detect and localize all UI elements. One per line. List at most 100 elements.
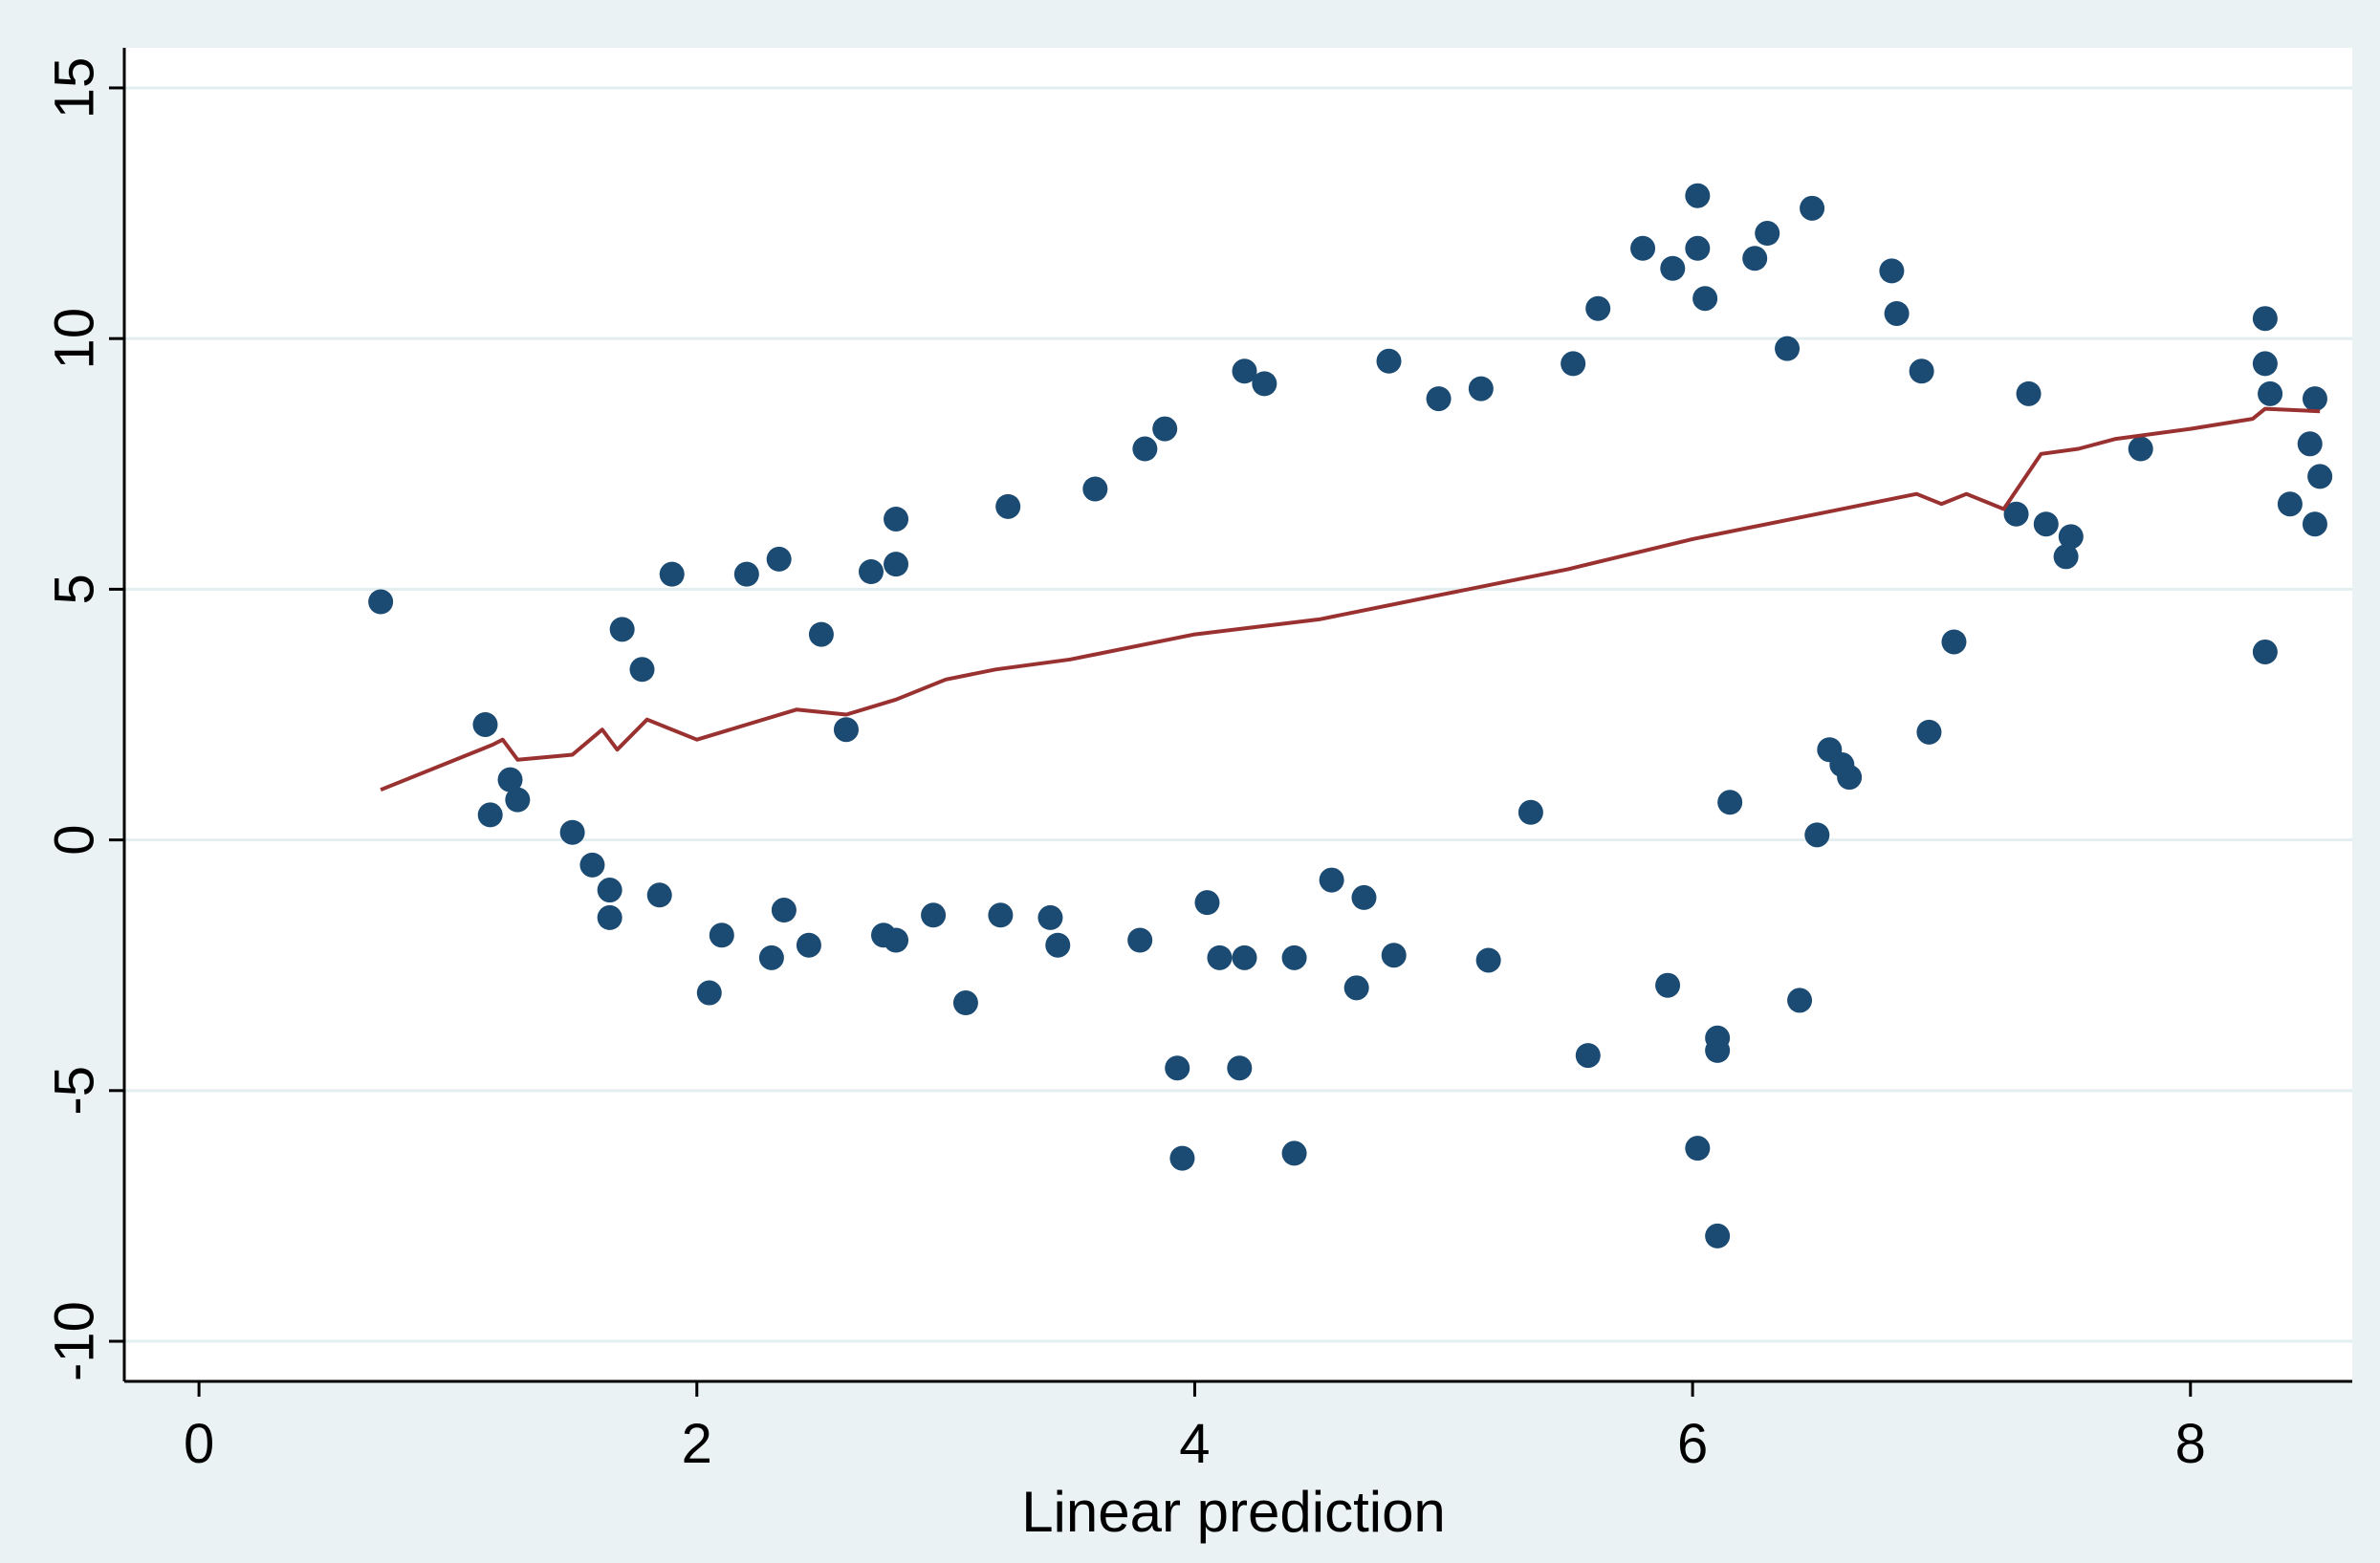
data-point-95	[2302, 386, 2327, 412]
data-point-27	[921, 902, 947, 928]
data-point-12	[646, 882, 672, 908]
data-point-85	[2016, 380, 2042, 406]
data-point-30	[988, 902, 1014, 928]
data-point-25	[884, 927, 909, 953]
data-point-62	[1685, 183, 1711, 208]
data-point-46	[1281, 944, 1307, 970]
data-point-20	[808, 621, 834, 647]
data-point-98	[2297, 431, 2323, 457]
data-point-8	[597, 904, 622, 930]
data-point-40	[1207, 944, 1233, 970]
data-point-41	[1227, 1055, 1253, 1081]
data-point-70	[1742, 246, 1768, 271]
data-point-80	[1884, 300, 1910, 326]
data-point-86	[2033, 511, 2059, 537]
data-point-17	[766, 546, 792, 572]
data-point-11	[659, 561, 685, 587]
data-point-63	[1685, 235, 1711, 261]
data-point-42	[1232, 944, 1257, 970]
x-axis-title: Linear prediction	[1021, 1480, 1446, 1544]
data-point-26	[884, 506, 909, 532]
x-tick-label-3: 6	[1677, 1413, 1708, 1475]
data-point-75	[1804, 822, 1830, 848]
data-point-67	[1705, 1025, 1731, 1051]
data-point-68	[1705, 1223, 1731, 1248]
data-point-13	[696, 980, 722, 1006]
data-point-49	[1351, 884, 1377, 910]
data-point-96	[2302, 511, 2327, 537]
data-point-5	[559, 819, 585, 845]
data-point-94	[2277, 491, 2303, 517]
data-point-89	[2128, 436, 2153, 462]
y-tick-labels: -10 -5 0 5 10 15	[44, 57, 106, 1381]
data-point-47	[1319, 867, 1344, 893]
data-point-35	[1152, 416, 1178, 442]
data-point-3	[497, 767, 523, 792]
y-tick-label-2: 0	[44, 824, 106, 855]
data-point-72	[1775, 336, 1801, 361]
x-tick-label-0: 0	[184, 1413, 214, 1475]
data-point-29	[995, 493, 1021, 519]
grid-lines	[124, 86, 2352, 1343]
data-point-7	[597, 878, 622, 903]
data-point-55	[1518, 799, 1543, 825]
data-point-82	[1916, 719, 1942, 745]
data-point-64	[1685, 1136, 1711, 1161]
data-point-78	[1837, 765, 1863, 791]
data-point-2	[477, 802, 503, 828]
data-point-9	[609, 617, 635, 642]
data-point-36	[1127, 927, 1153, 953]
x-tick-label-2: 4	[1179, 1413, 1210, 1475]
data-point-43	[1232, 358, 1257, 384]
data-point-22	[859, 559, 884, 585]
data-point-83	[1941, 629, 1967, 655]
x-tick-label-1: 2	[682, 1413, 712, 1475]
data-point-32	[1045, 932, 1071, 958]
data-point-10	[629, 657, 655, 683]
data-point-45	[1281, 1140, 1307, 1166]
data-point-6	[579, 852, 605, 878]
data-point-31	[1037, 904, 1063, 930]
y-tick-label-0: -10	[44, 1301, 106, 1381]
data-point-44	[1252, 371, 1277, 397]
data-point-53	[1468, 376, 1494, 402]
data-point-48	[1343, 975, 1369, 1001]
data-point-4	[505, 787, 531, 813]
data-point-52	[1426, 386, 1452, 412]
data-point-73	[1787, 988, 1813, 1013]
data-point-79	[1879, 258, 1905, 284]
plot-background	[124, 48, 2352, 1381]
data-point-14	[709, 923, 734, 948]
data-point-84	[2003, 501, 2029, 527]
data-point-50	[1376, 348, 1402, 374]
data-point-93	[2258, 380, 2283, 406]
data-point-28	[952, 990, 978, 1016]
x-tick-labels: 0 2 4 6 8	[184, 1413, 2206, 1475]
y-tick-label-4: 10	[44, 308, 106, 370]
data-point-39	[1194, 890, 1220, 916]
fit-line-group	[380, 406, 2321, 792]
axes	[109, 48, 2352, 1397]
data-point-56	[1561, 351, 1586, 377]
fit-line	[380, 406, 2321, 792]
data-point-91	[2252, 351, 2278, 377]
data-point-33	[1082, 476, 1108, 502]
data-point-58	[1585, 295, 1611, 321]
data-point-71	[1755, 221, 1780, 247]
data-point-61	[1660, 255, 1686, 281]
data-point-97	[2307, 464, 2333, 489]
y-tick-label-3: 5	[44, 574, 106, 604]
data-point-60	[1655, 972, 1681, 998]
data-point-38	[1169, 1145, 1195, 1171]
y-tick-label-5: 15	[44, 57, 106, 119]
data-point-24	[884, 552, 909, 577]
data-point-19	[796, 932, 821, 958]
data-point-34	[1132, 436, 1158, 462]
x-tick-label-4: 8	[2175, 1413, 2206, 1475]
data-point-92	[2252, 639, 2278, 664]
data-point-88	[2058, 524, 2084, 550]
y-tick-label-1: -5	[44, 1066, 106, 1116]
data-point-18	[771, 898, 797, 923]
